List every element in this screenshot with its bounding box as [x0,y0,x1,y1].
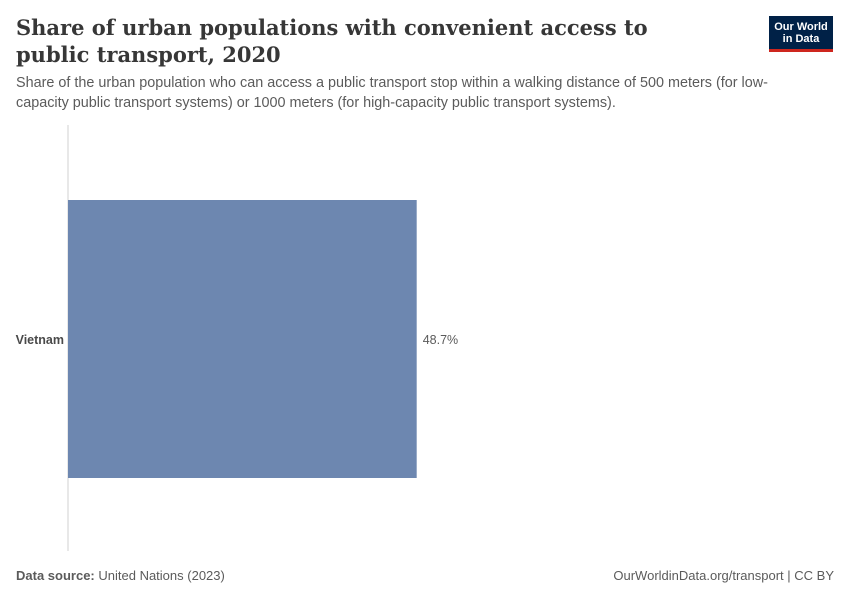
chart-subtitle: Share of the urban population who can ac… [16,75,768,111]
data-source: Data source: United Nations (2023) [16,568,225,583]
category-label: Vietnam [16,333,64,347]
bars-group: Vietnam 48.7% [16,200,458,478]
owid-logo[interactable]: Our World in Data [769,16,833,52]
license-link[interactable]: OurWorldinData.org/transport | CC BY [613,568,834,583]
value-label: 48.7% [423,333,458,347]
bar-vietnam[interactable] [68,200,417,478]
logo-line-1: Our World [774,21,828,33]
data-source-value[interactable]: United Nations (2023) [98,568,225,583]
data-source-label: Data source: [16,568,95,583]
logo-line-2: in Data [782,33,820,45]
chart-title: Share of urban populations with convenie… [16,15,648,67]
